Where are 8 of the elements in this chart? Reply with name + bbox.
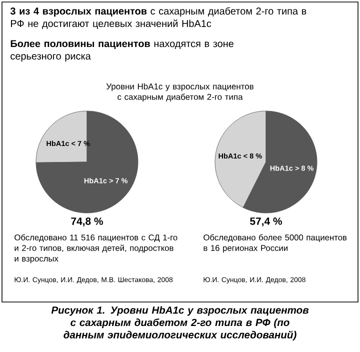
data-label: 74,8 % bbox=[71, 218, 103, 226]
text: Обследовано 11 516 пациентов с СД 1-го и 2-го типов, включая детей, подростков и взрослых bbox=[14, 234, 178, 264]
text: Рисунок 1. Уровни HbA1c у взрослых пациентов с сахарным диабетом 2-го типа в РФ (по данным эпидемиологических исследований) bbox=[51, 306, 309, 340]
data-label: 57,4 % bbox=[250, 218, 282, 226]
chart-title: 3 из 4 взрослых пациентов с сахарным диабетом 2-го типа в РФ не достигают целевых значений HbA1c bbox=[10, 7, 306, 29]
text: Более половины пациентов находятся в зоне серьезного риска bbox=[10, 40, 234, 62]
text: Уровни HbA1c у взрослых пациентов с сахарным диабетом 2-го типа bbox=[106, 83, 254, 102]
text: Обследовано более 5000 пациентов в 16 регионах России bbox=[204, 234, 347, 253]
